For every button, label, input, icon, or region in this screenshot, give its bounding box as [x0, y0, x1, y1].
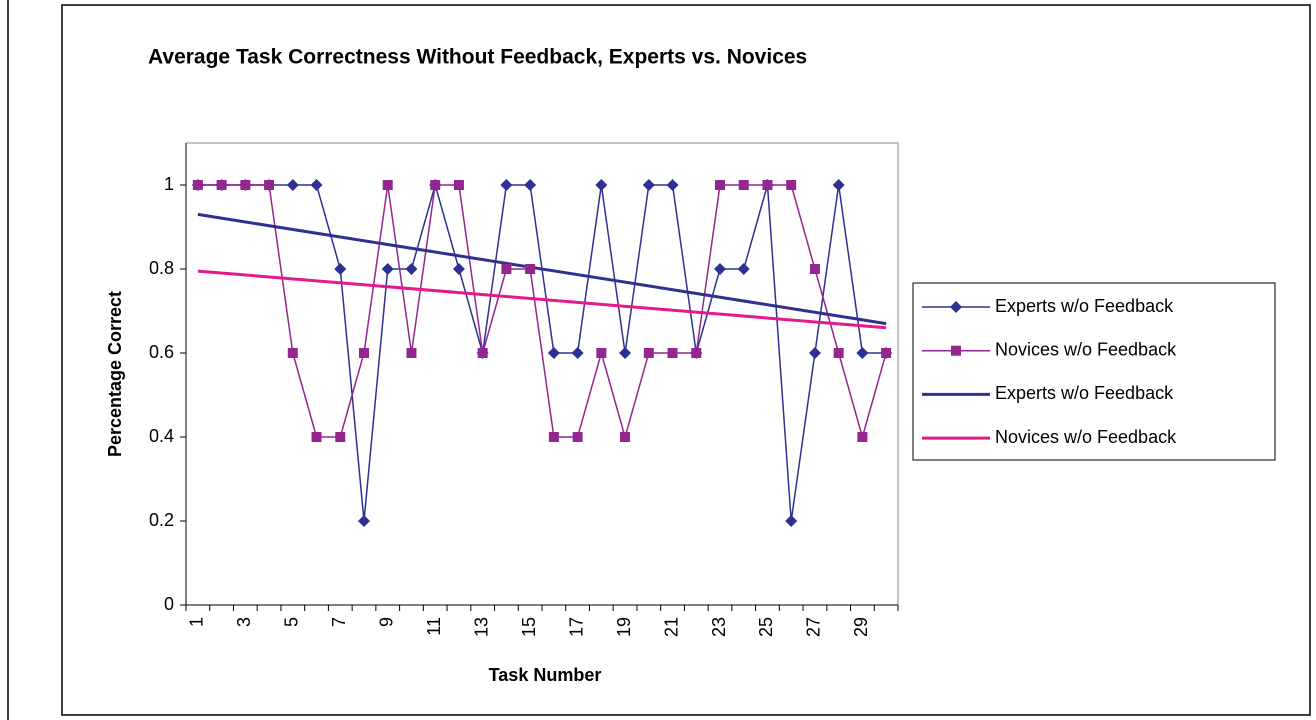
data-point	[310, 179, 323, 191]
data-point	[192, 180, 203, 190]
data-point	[500, 179, 513, 191]
data-point	[359, 348, 369, 358]
data-point	[786, 180, 797, 190]
data-point	[619, 347, 632, 359]
data-point	[572, 432, 583, 442]
x-tick-label: 13	[471, 617, 491, 637]
x-tick-label: 29	[851, 617, 871, 637]
data-point	[832, 179, 845, 191]
plot-area	[185, 142, 899, 606]
y-tick-label: 0.2	[149, 510, 174, 530]
y-tick-label: 0.8	[149, 258, 174, 278]
x-tick-label: 19	[614, 617, 634, 637]
data-point	[596, 348, 607, 358]
data-point	[547, 347, 560, 359]
data-point	[785, 515, 798, 527]
data-point	[714, 263, 726, 275]
data-point	[381, 263, 394, 275]
data-point	[762, 180, 773, 190]
x-tick-label: 27	[804, 617, 824, 637]
x-tick-label: 15	[519, 617, 539, 637]
data-point	[406, 348, 417, 358]
legend-label: Novices w/o Feedback	[995, 339, 1177, 359]
data-point	[667, 348, 678, 358]
x-tick-label: 3	[234, 617, 254, 627]
x-tick-label: 21	[661, 617, 681, 637]
data-point	[501, 264, 512, 274]
data-point	[477, 348, 488, 358]
data-point	[642, 179, 655, 191]
data-point	[809, 264, 820, 274]
data-point	[382, 180, 393, 190]
data-point	[358, 515, 370, 527]
data-point	[405, 263, 418, 275]
y-tick-label: 1	[164, 174, 174, 194]
data-point	[524, 179, 537, 191]
legend	[912, 282, 1276, 461]
data-point	[595, 179, 608, 191]
data-point	[571, 347, 584, 359]
chart-title: Average Task Correctness Without Feedbac…	[148, 46, 807, 69]
legend-label: Experts w/o Feedback	[995, 296, 1174, 316]
data-point	[738, 180, 749, 190]
data-point	[453, 180, 464, 190]
x-tick-label: 7	[329, 617, 349, 627]
data-point	[881, 348, 892, 358]
x-tick-label: 17	[566, 617, 586, 637]
data-point	[691, 348, 702, 358]
data-point	[808, 347, 821, 359]
data-point	[335, 432, 346, 442]
data-point	[856, 347, 869, 359]
data-point	[620, 432, 631, 442]
x-tick-label: 23	[709, 617, 729, 637]
data-point	[857, 432, 868, 442]
y-axis-label: Percentage Correct	[105, 291, 125, 457]
legend-label: Novices w/o Feedback	[995, 427, 1177, 447]
data-point	[430, 180, 441, 190]
data-point	[643, 348, 654, 358]
y-tick-label: 0.6	[149, 342, 174, 362]
y-tick-label: 0	[164, 594, 174, 614]
x-tick-label: 5	[282, 617, 302, 627]
data-point	[334, 263, 347, 275]
x-tick-label: 11	[424, 617, 444, 636]
data-point	[240, 180, 251, 190]
x-axis-label: Task Number	[489, 665, 602, 685]
trend-line	[197, 269, 887, 330]
data-point	[286, 179, 299, 191]
legend-marker	[950, 301, 962, 313]
legend-label: Experts w/o Feedback	[995, 383, 1174, 403]
x-tick-label: 9	[376, 617, 396, 627]
data-point	[666, 179, 679, 191]
legend-marker	[951, 345, 961, 356]
data-point	[525, 264, 536, 274]
y-tick-label: 0.4	[149, 426, 174, 446]
data-point	[311, 432, 322, 442]
data-point	[737, 263, 750, 275]
data-point	[452, 263, 465, 275]
x-tick-label: 1	[187, 617, 207, 627]
data-point	[287, 348, 298, 358]
data-point	[216, 180, 227, 190]
trend-line	[197, 212, 887, 326]
data-point	[548, 432, 559, 442]
data-point	[715, 180, 725, 190]
x-tick-label: 25	[756, 617, 776, 637]
data-point	[833, 348, 844, 358]
data-point	[264, 180, 275, 190]
